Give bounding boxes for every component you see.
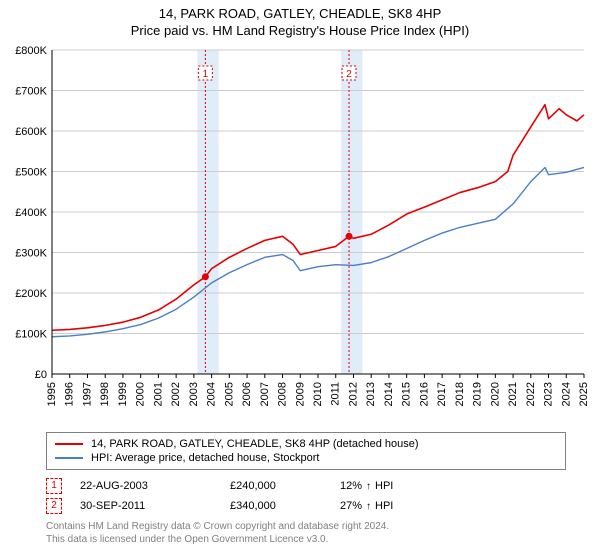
- svg-text:2018: 2018: [454, 382, 466, 406]
- svg-text:1995: 1995: [46, 382, 58, 406]
- sale-marker-2: 2: [46, 498, 62, 514]
- svg-text:2003: 2003: [188, 382, 200, 406]
- legend-box: 14, PARK ROAD, GATLEY, CHEADLE, SK8 4HP …: [46, 432, 566, 470]
- svg-text:2005: 2005: [223, 382, 235, 406]
- footer-line-2: This data is licensed under the Open Gov…: [46, 533, 592, 546]
- svg-text:2007: 2007: [259, 382, 271, 406]
- arrow-up-icon: ↑: [366, 501, 371, 512]
- sales-table: 1 22-AUG-2003 £240,000 12% ↑ HPI 2 30-SE…: [46, 476, 566, 516]
- svg-text:£700K: £700K: [15, 86, 47, 98]
- svg-text:£200K: £200K: [15, 288, 47, 300]
- sale-row: 1 22-AUG-2003 £240,000 12% ↑ HPI: [46, 476, 566, 496]
- svg-text:2015: 2015: [401, 382, 413, 406]
- svg-text:£800K: £800K: [15, 45, 47, 57]
- svg-text:£0: £0: [35, 369, 47, 381]
- svg-text:2011: 2011: [330, 382, 342, 406]
- svg-text:2008: 2008: [277, 382, 289, 406]
- arrow-up-icon: ↑: [366, 481, 371, 492]
- svg-text:2012: 2012: [347, 382, 359, 406]
- sale-price: £240,000: [230, 480, 340, 492]
- svg-text:2021: 2021: [507, 382, 519, 406]
- svg-text:2019: 2019: [472, 382, 484, 406]
- chart-container: 14, PARK ROAD, GATLEY, CHEADLE, SK8 4HP …: [0, 0, 600, 560]
- svg-text:2022: 2022: [525, 382, 537, 406]
- svg-text:2024: 2024: [560, 382, 572, 406]
- sale-delta: 27% ↑ HPI: [340, 500, 393, 512]
- svg-text:£400K: £400K: [15, 207, 47, 219]
- legend-swatch-hpi: [55, 457, 83, 459]
- sale-date: 30-SEP-2011: [80, 500, 230, 512]
- title-block: 14, PARK ROAD, GATLEY, CHEADLE, SK8 4HP …: [8, 6, 592, 38]
- sale-price: £340,000: [230, 500, 340, 512]
- legend-label: HPI: Average price, detached house, Stoc…: [91, 452, 320, 464]
- footer-line-1: Contains HM Land Registry data © Crown c…: [46, 520, 592, 533]
- footer-attribution: Contains HM Land Registry data © Crown c…: [46, 520, 592, 546]
- svg-text:£600K: £600K: [15, 126, 47, 138]
- svg-text:£500K: £500K: [15, 167, 47, 179]
- chart-area: £0 £100K £200K £300K £400K £500K £600K £700K £80…: [8, 44, 592, 424]
- title-address: 14, PARK ROAD, GATLEY, CHEADLE, SK8 4HP: [8, 6, 592, 21]
- sale-row: 2 30-SEP-2011 £340,000 27% ↑ HPI: [46, 496, 566, 516]
- legend-label: 14, PARK ROAD, GATLEY, CHEADLE, SK8 4HP …: [91, 438, 419, 450]
- svg-text:2: 2: [346, 69, 352, 80]
- svg-text:2004: 2004: [206, 382, 218, 406]
- svg-text:2009: 2009: [294, 382, 306, 406]
- svg-text:2020: 2020: [489, 382, 501, 406]
- legend-item-hpi: HPI: Average price, detached house, Stoc…: [55, 451, 557, 465]
- line-chart-svg: £0 £100K £200K £300K £400K £500K £600K £700K £80…: [8, 44, 592, 424]
- sale-marker-1: 1: [46, 478, 62, 494]
- sale-delta: 12% ↑ HPI: [340, 480, 393, 492]
- svg-text:£300K: £300K: [15, 248, 47, 260]
- svg-text:1998: 1998: [99, 382, 111, 406]
- svg-text:2014: 2014: [383, 382, 395, 406]
- title-subtitle: Price paid vs. HM Land Registry's House …: [8, 23, 592, 38]
- sale-date: 22-AUG-2003: [80, 480, 230, 492]
- svg-text:2002: 2002: [170, 382, 182, 406]
- svg-text:2016: 2016: [418, 382, 430, 406]
- svg-text:1996: 1996: [64, 382, 76, 406]
- svg-text:2013: 2013: [365, 382, 377, 406]
- svg-text:2017: 2017: [436, 382, 448, 406]
- svg-text:2025: 2025: [578, 382, 590, 406]
- svg-text:2010: 2010: [312, 382, 324, 406]
- svg-text:1999: 1999: [117, 382, 129, 406]
- legend-swatch-subject: [55, 443, 83, 445]
- svg-text:1997: 1997: [81, 382, 93, 406]
- svg-text:1: 1: [203, 69, 209, 80]
- svg-text:2006: 2006: [241, 382, 253, 406]
- legend-item-subject: 14, PARK ROAD, GATLEY, CHEADLE, SK8 4HP …: [55, 437, 557, 451]
- svg-text:2023: 2023: [543, 382, 555, 406]
- svg-text:£100K: £100K: [15, 329, 47, 341]
- svg-text:2001: 2001: [152, 382, 164, 406]
- svg-text:2000: 2000: [135, 382, 147, 406]
